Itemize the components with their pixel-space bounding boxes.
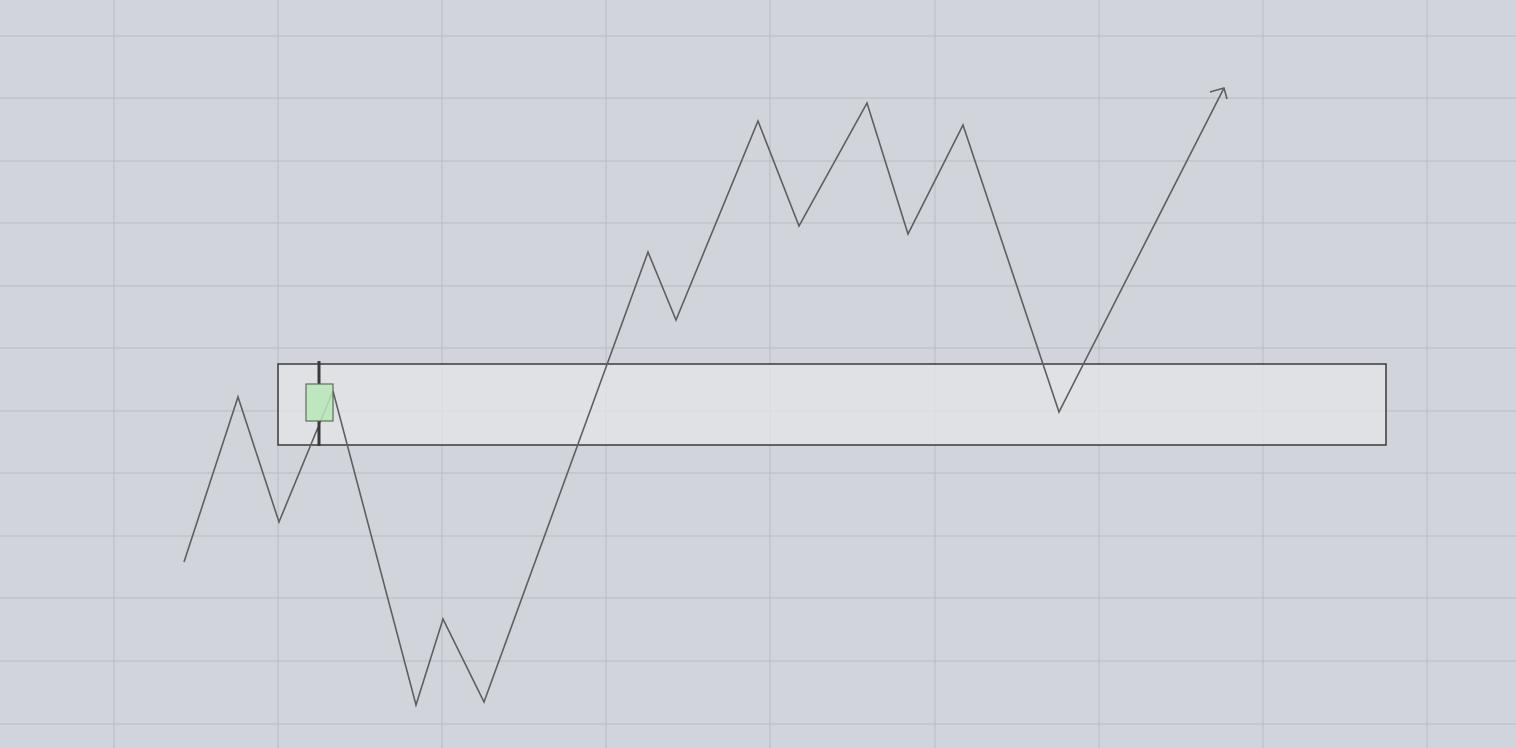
supply-demand-zone (277, 363, 1387, 446)
bullish-candle-icon (305, 383, 334, 422)
price-path-line (183, 87, 1225, 708)
trend-arrow-icon (1209, 87, 1228, 100)
